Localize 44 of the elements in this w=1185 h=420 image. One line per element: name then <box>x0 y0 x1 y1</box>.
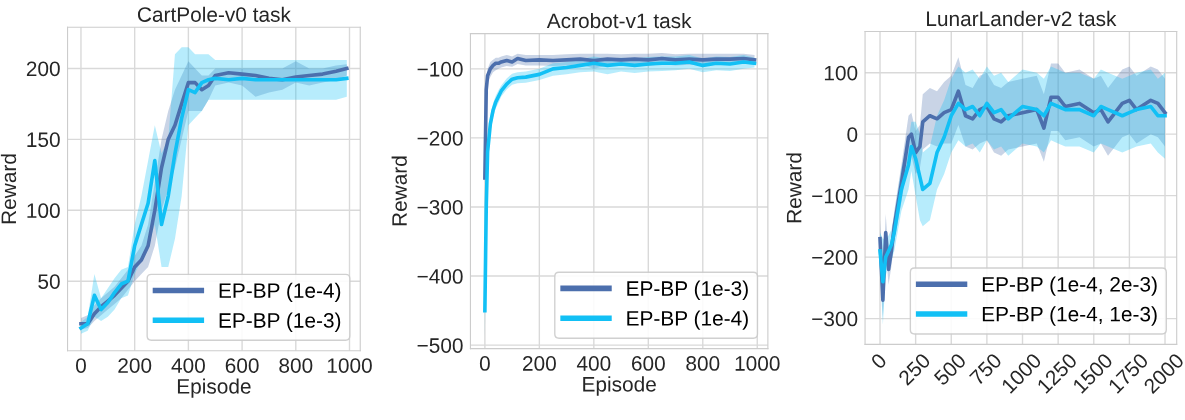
y-axis-title: Reward <box>786 153 802 223</box>
y-tick-label: 150 <box>27 132 60 148</box>
y-tick-label: 200 <box>26 61 60 77</box>
y-tick-label: −200 <box>812 250 858 265</box>
x-tick-label: 800 <box>686 356 720 371</box>
y-tick-label: 50 <box>38 274 60 289</box>
y-tick-label: 0 <box>847 127 858 142</box>
y-axis-title: Reward <box>391 156 407 226</box>
legend-label: EP-BP (1e-4) <box>627 310 748 330</box>
legend-label: EP-BP (1e-4, 1e-3) <box>982 306 1157 326</box>
x-tick-label: 200 <box>118 358 152 373</box>
chart-title: Acrobot-v1 task <box>546 12 692 29</box>
y-tick-label: 100 <box>824 65 858 81</box>
x-tick-label: 1000 <box>327 358 372 373</box>
y-axis-title: Reward <box>0 154 17 224</box>
y-tick-label: −300 <box>812 311 858 327</box>
legend-label: EP-BP (1e-3) <box>219 312 341 332</box>
legend-label: EP-BP (1e-3) <box>627 280 748 300</box>
x-tick-label: 200 <box>523 356 556 371</box>
x-tick-label: 400 <box>171 358 205 373</box>
x-tick-label: 250 <box>897 352 932 386</box>
x-tick-label: 400 <box>576 356 611 371</box>
x-tick-label: 600 <box>631 356 665 371</box>
x-axis-title: Episode <box>177 378 251 398</box>
x-axis-title: Episode <box>583 376 656 396</box>
x-tick-label: 800 <box>279 358 313 373</box>
x-tick-label: 750 <box>968 352 1003 386</box>
x-tick-label: 0 <box>479 356 490 371</box>
x-tick-label: 500 <box>933 352 967 387</box>
x-tick-label: 600 <box>225 358 259 373</box>
chart-title: LunarLander-v2 task <box>927 10 1117 27</box>
x-tick-label: 0 <box>870 352 888 370</box>
x-tick-label: 0 <box>75 358 86 373</box>
y-tick-label: −100 <box>812 188 858 204</box>
y-tick-label: −300 <box>417 199 463 215</box>
y-tick-label: 100 <box>27 203 60 219</box>
y-tick-label: −400 <box>417 269 463 284</box>
legend-label: EP-BP (1e-4) <box>219 282 341 303</box>
legend-label: EP-BP (1e-4, 2e-3) <box>982 276 1157 296</box>
y-tick-label: −500 <box>417 338 463 353</box>
chart-title: CartPole-v0 task <box>137 6 291 22</box>
x-tick-label: 1000 <box>735 356 780 371</box>
y-tick-label: −100 <box>417 61 463 77</box>
y-tick-label: −200 <box>417 130 463 146</box>
